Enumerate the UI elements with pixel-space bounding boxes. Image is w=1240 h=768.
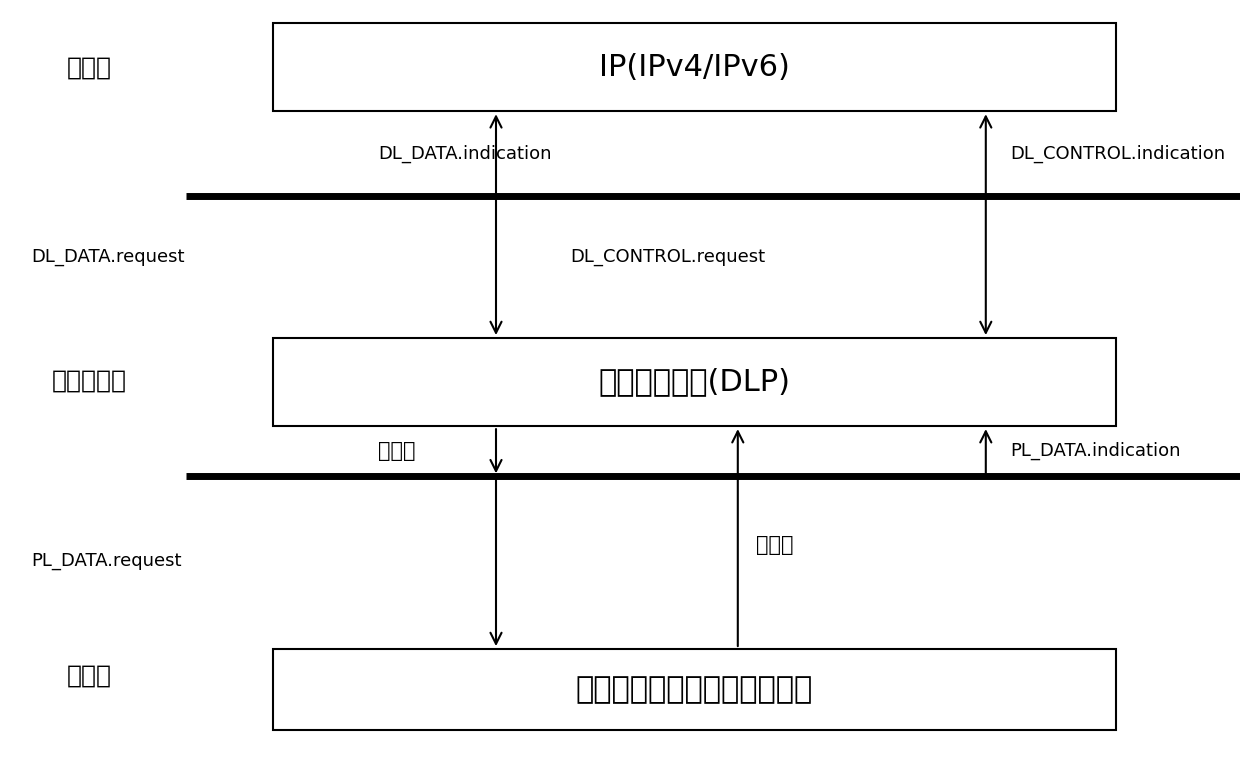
Text: 网络层: 网络层 — [67, 55, 112, 80]
Text: DL_DATA.indication: DL_DATA.indication — [378, 144, 552, 163]
Text: DL_CONTROL.indication: DL_CONTROL.indication — [1011, 144, 1225, 163]
Text: IP(IPv4/IPv6): IP(IPv4/IPv6) — [599, 53, 790, 81]
FancyBboxPatch shape — [273, 23, 1116, 111]
Text: PL_DATA.request: PL_DATA.request — [31, 551, 181, 570]
FancyBboxPatch shape — [273, 338, 1116, 426]
Text: PL_DATA.indication: PL_DATA.indication — [1011, 442, 1180, 460]
Text: 物理层: 物理层 — [67, 664, 112, 688]
Text: 接收帧: 接收帧 — [756, 535, 794, 555]
Text: DL_DATA.request: DL_DATA.request — [31, 248, 185, 266]
Text: 数据链路层: 数据链路层 — [52, 368, 126, 392]
Text: DL_CONTROL.request: DL_CONTROL.request — [570, 248, 765, 266]
Text: 发送帧: 发送帧 — [378, 441, 415, 461]
Text: 数据链路规程(DLP): 数据链路规程(DLP) — [599, 368, 790, 396]
Text: 同步数字体系或者同步光网络: 同步数字体系或者同步光网络 — [575, 675, 813, 703]
FancyBboxPatch shape — [273, 649, 1116, 730]
